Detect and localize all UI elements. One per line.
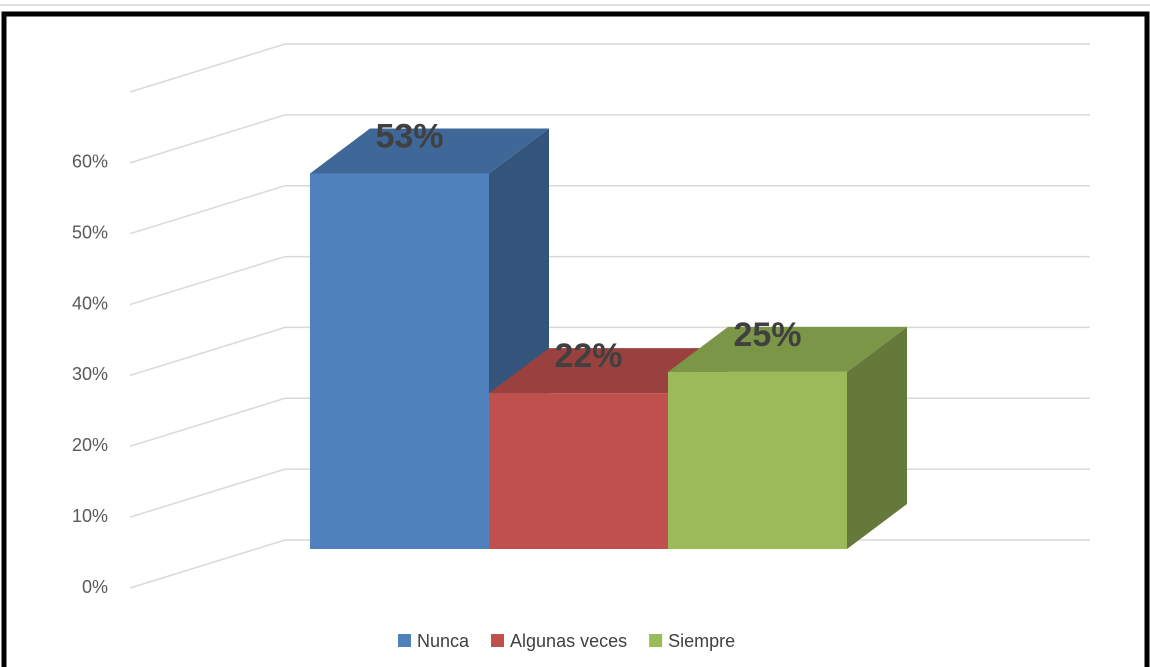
legend-label: Nunca: [417, 631, 470, 651]
frame: [1, 11, 1150, 667]
legend-label: Siempre: [668, 631, 735, 651]
legend-label: Algunas veces: [510, 631, 627, 651]
legend-swatch: [491, 634, 505, 647]
y-tick-label: 10%: [72, 506, 108, 526]
grid-line: [129, 255, 1090, 306]
bar-top: [668, 326, 907, 372]
grid-line: [129, 184, 1090, 235]
y-tick-label: 0%: [82, 577, 108, 597]
bar: [310, 173, 489, 549]
data-label: 25%: [733, 316, 801, 354]
legend-swatch: [649, 634, 663, 647]
bar-side: [847, 326, 907, 549]
legend-swatch: [398, 634, 411, 647]
grid-line: [129, 114, 1090, 164]
y-tick-label: 60%: [72, 152, 108, 172]
y-tick-label: 40%: [72, 293, 108, 313]
y-tick-label: 30%: [72, 364, 108, 384]
data-label: 53%: [375, 117, 443, 155]
data-label: 22%: [554, 337, 622, 375]
y-tick-label: 50%: [72, 222, 108, 242]
grid-line: [129, 43, 1090, 93]
y-tick-label: 20%: [72, 435, 108, 455]
bar-top: [310, 128, 549, 174]
bar: [489, 393, 668, 549]
bar: [668, 371, 847, 549]
